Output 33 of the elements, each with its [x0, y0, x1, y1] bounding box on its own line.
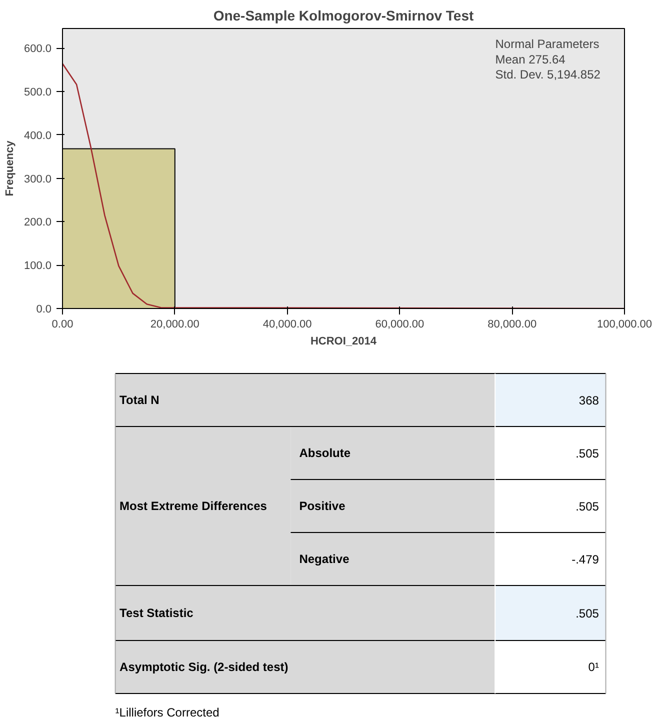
- text: Negative: [299, 552, 350, 566]
- y-tick-label: 400.0: [24, 130, 52, 142]
- annotation: Normal Parameters: [495, 36, 600, 51]
- text: Positive: [299, 499, 346, 513]
- text: Most Extreme Differences: [120, 499, 268, 513]
- x-tick-label: 80,000.00: [488, 318, 537, 330]
- text: Asymptotic Sig. (2-sided test): [120, 660, 288, 674]
- y-tick-label: 0.0: [36, 304, 52, 316]
- text: 368: [578, 394, 600, 408]
- x-axis-title: HCROI_2014: [310, 336, 378, 348]
- y-axis-title: Frequency: [4, 140, 16, 196]
- chart-title: One-Sample Kolmogorov-Smirnov Test: [213, 8, 474, 24]
- x-tick-label: 60,000.00: [375, 318, 424, 330]
- y-tick-label: 600.0: [24, 43, 52, 56]
- text: .505: [576, 446, 600, 460]
- text: Total N: [120, 393, 160, 407]
- y-tick-label: 100.0: [24, 260, 52, 272]
- text: Absolute: [299, 446, 351, 460]
- text: 0¹: [588, 660, 599, 674]
- y-tick-label: 200.0: [24, 216, 52, 229]
- text: .505: [576, 606, 600, 620]
- annotation: Std. Dev. 5,194.852: [495, 68, 601, 82]
- text: ¹Lilliefors Corrected: [115, 706, 220, 720]
- x-tick-label: 40,000.00: [262, 318, 312, 330]
- text: .505: [576, 500, 600, 514]
- x-tick-label: 20,000.00: [150, 318, 200, 330]
- y-tick-label: 500.0: [24, 86, 52, 98]
- text: -.479: [572, 552, 600, 566]
- y-tick-label: 300.0: [24, 173, 52, 186]
- annotation: Mean 275.64: [495, 52, 566, 66]
- x-tick-label: 0.00: [52, 318, 74, 330]
- x-tick-label: 100,000.00: [596, 318, 652, 330]
- text: Test Statistic: [120, 606, 194, 620]
